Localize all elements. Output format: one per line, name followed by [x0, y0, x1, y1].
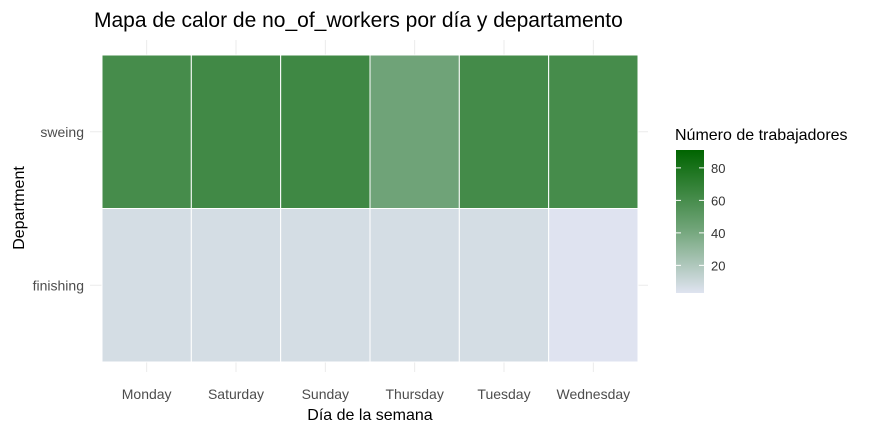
x-tick-label: Wednesday — [556, 386, 630, 402]
heatmap-cell-sweing-Thursday — [369, 54, 460, 209]
heatmap-cell-finishing-Sunday — [280, 208, 371, 363]
chart-title: Mapa de calor de no_of_workers por día y… — [94, 9, 623, 32]
heatmap-cell-finishing-Thursday — [369, 208, 460, 363]
heatmap-cell-sweing-Tuesday — [458, 54, 550, 209]
legend-tick-label: 20 — [711, 258, 725, 273]
x-tick-label: Sunday — [302, 386, 349, 402]
legend-tick-labels: 20 40 60 80 — [676, 161, 725, 273]
heatmap-cell-sweing-Sunday — [280, 54, 371, 209]
legend-tick-label: 80 — [711, 161, 725, 176]
legend-tick-label: 60 — [711, 193, 725, 208]
color-legend: Número de trabajadores 20 40 60 80 — [675, 127, 848, 293]
heatmap-cell-finishing-Tuesday — [458, 208, 550, 363]
y-axis-tick-labels: sweing finishing — [33, 124, 84, 294]
heatmap-cell-finishing-Wednesday — [548, 208, 639, 363]
y-tick-label: finishing — [33, 277, 84, 293]
heatmap-cell-finishing-Monday — [101, 208, 192, 363]
y-axis-title: Department — [11, 166, 28, 250]
heatmap-cells — [101, 54, 639, 363]
heatmap-cell-sweing-Saturday — [190, 54, 282, 209]
x-tick-label: Monday — [122, 386, 172, 402]
x-axis-tick-labels: Monday Saturday Sunday Thursday Tuesday Wedne… — [122, 386, 630, 402]
legend-title: Número de trabajadores — [675, 127, 848, 144]
y-tick-label: sweing — [40, 124, 84, 140]
x-tick-label: Tuesday — [477, 386, 530, 402]
heatmap-cell-sweing-Monday — [101, 54, 192, 209]
legend-tick-label: 40 — [711, 226, 725, 241]
heatmap-cell-finishing-Saturday — [190, 208, 282, 363]
legend-color-bar — [676, 150, 704, 293]
x-tick-label: Saturday — [208, 386, 264, 402]
heatmap-cell-sweing-Wednesday — [548, 54, 639, 209]
x-axis-title: Día de la semana — [307, 407, 433, 424]
x-tick-label: Thursday — [385, 386, 443, 402]
